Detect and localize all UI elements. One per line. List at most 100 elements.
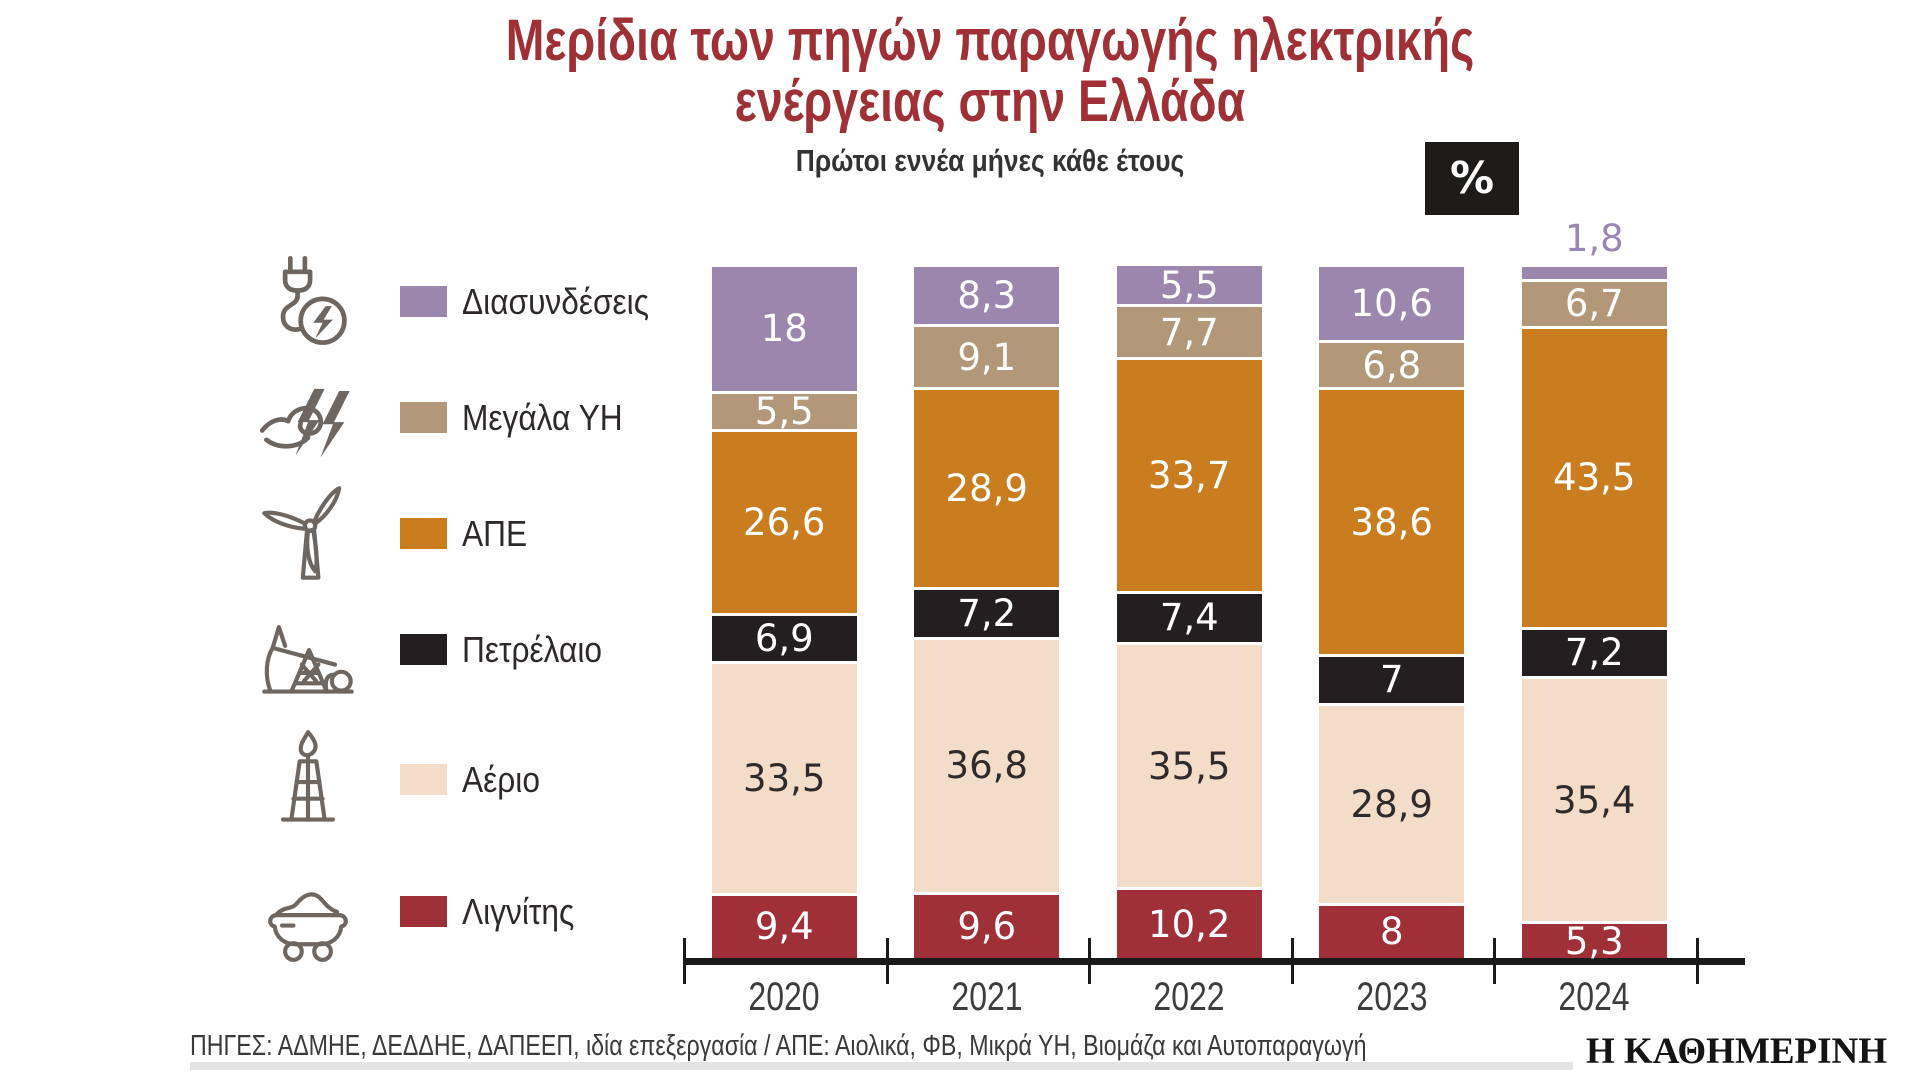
bar-value-label: 9,1 bbox=[957, 335, 1017, 379]
bar-value-label: 7 bbox=[1379, 658, 1404, 702]
bar-value-label: 5,5 bbox=[754, 390, 814, 434]
bar-segment-Πετρέλαιο-2022: 7,4 bbox=[1116, 590, 1262, 642]
bar-segment-Μεγάλα ΥΗ-2022: 7,7 bbox=[1116, 304, 1262, 358]
bar-2020: 18 5,5 26,6 6,9 33,5 9,4 bbox=[711, 266, 857, 958]
bar-segment-Λιγνίτης-2021: 9,6 bbox=[914, 891, 1060, 958]
bar-segment-Αέριο-2023: 28,9 bbox=[1319, 702, 1465, 903]
bar-value-label: 1,8 bbox=[1564, 216, 1624, 260]
bar-value-label: 18 bbox=[760, 307, 808, 351]
bar-value-label: 7,2 bbox=[1564, 631, 1624, 675]
x-axis-line bbox=[683, 958, 1745, 965]
coal-cart-icon bbox=[252, 860, 364, 964]
bar-value-label: 43,5 bbox=[1553, 456, 1636, 499]
x-axis-label-2021: 2021 bbox=[951, 975, 1023, 1019]
bar-segment-Πετρέλαιο-2023: 7 bbox=[1319, 654, 1465, 703]
x-axis-label-2024: 2024 bbox=[1558, 975, 1630, 1019]
legend-label: Μεγάλα ΥΗ bbox=[462, 397, 623, 438]
legend-swatch bbox=[400, 518, 447, 549]
bar-value-label: 36,8 bbox=[945, 744, 1028, 788]
bar-segment-Μεγάλα ΥΗ-2024: 6,7 bbox=[1521, 279, 1667, 326]
bar-segment-Λιγνίτης-2020: 9,4 bbox=[711, 892, 857, 958]
axis-tick bbox=[1290, 938, 1294, 984]
axis-tick bbox=[1695, 938, 1699, 984]
legend-item-oil: Πετρέλαιο bbox=[250, 600, 680, 700]
legend-swatch bbox=[400, 402, 447, 433]
bar-segment-Αέριο-2020: 33,5 bbox=[711, 661, 857, 893]
wind-turbine-icon bbox=[252, 482, 364, 586]
bar-segment-ΑΠΕ-2022: 33,7 bbox=[1116, 357, 1262, 591]
bar-segment-Λιγνίτης-2023: 8 bbox=[1319, 902, 1465, 958]
bar-2023: 10,6 6,8 38,6 7 28,9 8 bbox=[1319, 266, 1465, 958]
title-block: Μερίδια των πηγών παραγωγής ηλεκτρικής ε… bbox=[30, 10, 1920, 179]
bar-value-label: 38,6 bbox=[1350, 500, 1433, 544]
legend-label: Λιγνίτης bbox=[462, 891, 575, 932]
bar-value-label: 35,5 bbox=[1148, 744, 1231, 788]
bar-value-label: 8 bbox=[1379, 910, 1404, 954]
legend-label: Διασυνδέσεις bbox=[462, 281, 649, 322]
page-title-line1: Μερίδια των πηγών παραγωγής ηλεκτρικής bbox=[505, 8, 1475, 73]
bar-segment-ΑΠΕ-2020: 26,6 bbox=[711, 429, 857, 614]
bar-segment-Διασυνδέσεις-2020: 18 bbox=[711, 266, 857, 392]
bar-segment-Αέριο-2022: 35,5 bbox=[1116, 641, 1262, 888]
bar-value-label: 6,9 bbox=[754, 617, 814, 661]
legend-label: Πετρέλαιο bbox=[462, 629, 603, 670]
page-subtitle: Πρώτοι εννέα μήνες κάθε έτους bbox=[795, 142, 1185, 178]
legend-item-interconnections: Διασυνδέσεις bbox=[250, 252, 680, 352]
legend-swatch bbox=[400, 286, 447, 317]
bar-2024: 1,8 6,7 43,5 7,2 35,4 5,3 bbox=[1521, 220, 1667, 963]
bar-segment-Πετρέλαιο-2024: 7,2 bbox=[1521, 626, 1667, 677]
legend-item-large-hydro: Μεγάλα ΥΗ bbox=[250, 368, 680, 468]
bar-segment-Μεγάλα ΥΗ-2020: 5,5 bbox=[711, 390, 857, 434]
page-title-line2: ενέργειας στην Ελλάδα bbox=[734, 69, 1246, 135]
axis-tick bbox=[1493, 938, 1496, 984]
bar-value-label: 7,2 bbox=[957, 591, 1017, 635]
legend-swatch bbox=[400, 764, 447, 795]
bar-value-label: 10,6 bbox=[1350, 281, 1433, 325]
axis-tick bbox=[683, 938, 686, 984]
legend-item-lignite: Λιγνίτης bbox=[250, 862, 680, 962]
bar-value-label: 33,5 bbox=[743, 756, 826, 800]
footer-divider bbox=[190, 1062, 1573, 1070]
bar-segment-ΑΠΕ-2024: 43,5 bbox=[1521, 325, 1667, 627]
bar-segment-Διασυνδέσεις-2024 bbox=[1521, 266, 1667, 280]
hydro-icon bbox=[252, 366, 364, 470]
bar-segment-Λιγνίτης-2024: 5,3 bbox=[1521, 919, 1667, 963]
percent-unit-badge: % bbox=[1425, 142, 1519, 215]
bar-value-label: 6,7 bbox=[1564, 282, 1624, 326]
bar-value-label: 33,7 bbox=[1148, 453, 1231, 497]
bar-value-label: 6,8 bbox=[1362, 343, 1422, 387]
bar-value-label: 9,6 bbox=[957, 904, 1017, 948]
bar-segment-Διασυνδέσεις-2021: 8,3 bbox=[914, 266, 1060, 325]
bar-segment-Πετρέλαιο-2021: 7,2 bbox=[914, 587, 1060, 637]
legend-item-gas: Αέριο bbox=[250, 730, 680, 830]
bar-value-label: 28,9 bbox=[1350, 782, 1433, 826]
bar-segment-Πετρέλαιο-2020: 6,9 bbox=[711, 613, 857, 662]
bar-segment-Αέριο-2021: 36,8 bbox=[914, 636, 1060, 892]
sources-note: ΠΗΓΕΣ: ΑΔΜΗΕ, ΔΕΔΔΗΕ, ΔΑΠΕΕΠ, ιδία επεξε… bbox=[190, 1030, 1367, 1062]
gas-flare-icon bbox=[252, 728, 364, 832]
bar-value-label: 7,4 bbox=[1159, 596, 1219, 640]
publisher-logo: Η ΚΑΘΗΜΕΡΙΝΗ bbox=[1586, 1031, 1888, 1072]
bar-segment-Λιγνίτης-2022: 10,2 bbox=[1116, 887, 1262, 958]
bar-value-label: 5,3 bbox=[1564, 919, 1624, 963]
bar-segment-Μεγάλα ΥΗ-2023: 6,8 bbox=[1319, 340, 1465, 388]
oil-pump-icon bbox=[252, 598, 364, 702]
bar-segment-Διασυνδέσεις-2023: 10,6 bbox=[1319, 266, 1465, 341]
x-axis-label-2020: 2020 bbox=[748, 975, 820, 1019]
bar-segment-ΑΠΕ-2023: 38,6 bbox=[1319, 387, 1465, 655]
bar-value-label: 9,4 bbox=[754, 905, 814, 949]
bar-segment-ΑΠΕ-2021: 28,9 bbox=[914, 387, 1060, 588]
bar-segment-Μεγάλα ΥΗ-2021: 9,1 bbox=[914, 324, 1060, 388]
bar-2022: 5,5 7,7 33,7 7,4 35,5 10,2 bbox=[1116, 266, 1262, 958]
bar-segment-Διασυνδέσεις-2022: 5,5 bbox=[1116, 266, 1262, 305]
x-axis-label-2023: 2023 bbox=[1356, 975, 1428, 1019]
legend-label: ΑΠΕ bbox=[462, 513, 528, 554]
legend-swatch bbox=[400, 896, 447, 927]
bar-segment-Αέριο-2024: 35,4 bbox=[1521, 676, 1667, 922]
x-axis-label-2022: 2022 bbox=[1153, 975, 1225, 1019]
bar-value-label: 28,9 bbox=[945, 467, 1028, 511]
bar-2021: 8,3 9,1 28,9 7,2 36,8 9,6 bbox=[914, 266, 1060, 958]
bar-value-label: 35,4 bbox=[1553, 778, 1636, 822]
